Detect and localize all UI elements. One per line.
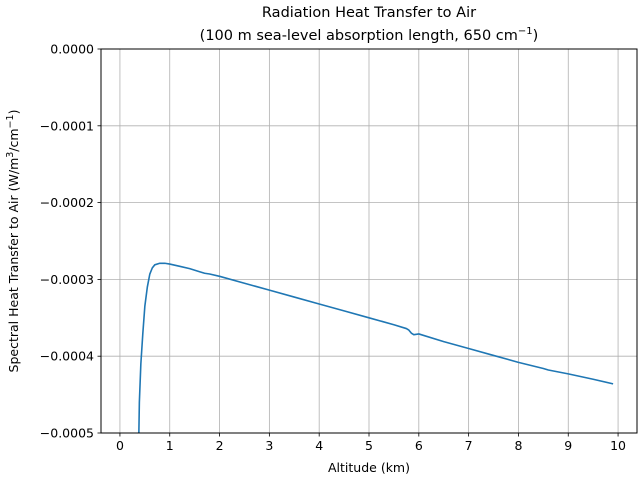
ylabel-mid: /cm (6, 128, 21, 151)
ylabel-prefix: Spectral Heat Transfer to Air (W/m (6, 158, 21, 373)
ylabel-suffix: ) (6, 110, 21, 115)
x-tick-label: 10 (610, 438, 626, 453)
x-tick-label: 4 (315, 438, 323, 453)
x-tick-label: 8 (514, 438, 522, 453)
y-axis-label: Spectral Heat Transfer to Air (W/m3/cm−1… (5, 110, 21, 373)
ylabel-sup2: −1 (5, 114, 16, 128)
series-line (138, 262, 614, 434)
y-tick-label: −0.0005 (40, 426, 94, 441)
ylabel-sup1: 3 (5, 152, 16, 158)
y-tick-label: −0.0001 (40, 118, 94, 133)
y-tick-label: 0.0000 (50, 42, 94, 57)
x-tick-label: 5 (365, 438, 373, 453)
x-tick-label: 0 (116, 438, 124, 453)
chart-title-line2: (100 m sea-level absorption length, 650 … (200, 26, 539, 44)
x-tick-label: 2 (216, 438, 224, 453)
x-tick-label: 7 (465, 438, 473, 453)
x-tick-label: 6 (415, 438, 423, 453)
series-layer (138, 262, 614, 434)
chart-title-line1: Radiation Heat Transfer to Air (262, 5, 476, 21)
x-tick-label: 3 (265, 438, 273, 453)
y-tick-label: −0.0004 (40, 349, 94, 364)
y-tick-label: −0.0002 (40, 195, 94, 210)
ticks: 0 1 2 3 4 5 6 7 8 9 10 0.0000 −0.0001 −0.0002 −0.0003 −… (40, 42, 626, 454)
x-tick-label: 9 (564, 438, 572, 453)
title-line2-suffix: ) (533, 28, 539, 44)
y-tick-label: −0.0003 (40, 272, 94, 287)
x-axis-label: Altitude (km) (328, 460, 410, 475)
title-line2-prefix: (100 m sea-level absorption length, 650 … (200, 28, 518, 44)
x-tick-label: 1 (166, 438, 174, 453)
title-line2-sup: −1 (518, 26, 533, 37)
